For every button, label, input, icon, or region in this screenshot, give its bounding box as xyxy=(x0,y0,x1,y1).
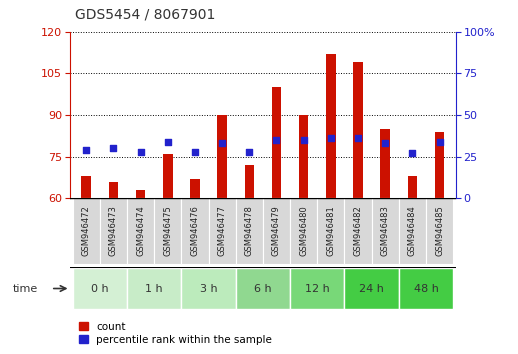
Text: GSM946472: GSM946472 xyxy=(82,206,91,256)
Bar xyxy=(408,176,417,198)
Point xyxy=(299,137,308,143)
Point xyxy=(381,141,390,146)
Bar xyxy=(344,268,399,309)
Bar xyxy=(218,115,227,198)
Point xyxy=(354,136,362,141)
Text: GSM946473: GSM946473 xyxy=(109,206,118,256)
Bar xyxy=(435,132,444,198)
Text: GSM946484: GSM946484 xyxy=(408,206,417,256)
Bar xyxy=(263,198,290,264)
Bar xyxy=(181,198,209,264)
Bar xyxy=(236,198,263,264)
Bar xyxy=(326,54,336,198)
Legend: count, percentile rank within the sample: count, percentile rank within the sample xyxy=(75,317,276,349)
Text: GSM946474: GSM946474 xyxy=(136,206,145,256)
Bar xyxy=(290,268,344,309)
Bar xyxy=(344,198,371,264)
Bar xyxy=(236,268,290,309)
Text: 48 h: 48 h xyxy=(413,284,438,293)
Bar xyxy=(399,198,426,264)
Bar xyxy=(190,179,200,198)
Bar xyxy=(371,198,399,264)
Bar xyxy=(209,198,236,264)
Bar xyxy=(272,87,281,198)
Bar xyxy=(163,154,172,198)
Text: GSM946475: GSM946475 xyxy=(163,206,172,256)
Point xyxy=(218,141,226,146)
Point xyxy=(408,150,416,156)
Point xyxy=(245,149,253,154)
Text: GSM946477: GSM946477 xyxy=(218,206,226,256)
Text: GSM946479: GSM946479 xyxy=(272,206,281,256)
Point xyxy=(272,137,281,143)
Point xyxy=(164,139,172,144)
Text: GSM946482: GSM946482 xyxy=(353,206,363,256)
Bar xyxy=(181,268,236,309)
Point xyxy=(327,136,335,141)
Text: 1 h: 1 h xyxy=(146,284,163,293)
Bar xyxy=(100,198,127,264)
Bar xyxy=(380,129,390,198)
Point xyxy=(109,145,118,151)
Text: 0 h: 0 h xyxy=(91,284,109,293)
Text: 24 h: 24 h xyxy=(359,284,384,293)
Point xyxy=(82,147,90,153)
Text: time: time xyxy=(13,284,38,293)
Bar xyxy=(127,268,181,309)
Bar xyxy=(81,176,91,198)
Text: 3 h: 3 h xyxy=(200,284,218,293)
Text: GSM946481: GSM946481 xyxy=(326,206,335,256)
Text: 6 h: 6 h xyxy=(254,284,272,293)
Bar xyxy=(353,62,363,198)
Text: GSM946485: GSM946485 xyxy=(435,206,444,256)
Bar xyxy=(109,182,118,198)
Text: GDS5454 / 8067901: GDS5454 / 8067901 xyxy=(75,7,215,21)
Point xyxy=(436,139,444,144)
Text: GSM946476: GSM946476 xyxy=(191,206,199,256)
Bar xyxy=(73,198,100,264)
Bar xyxy=(136,190,146,198)
Bar xyxy=(399,268,453,309)
Bar xyxy=(73,268,127,309)
Bar xyxy=(426,198,453,264)
Bar xyxy=(290,198,317,264)
Bar xyxy=(299,115,308,198)
Text: GSM946478: GSM946478 xyxy=(245,206,254,256)
Bar xyxy=(244,165,254,198)
Text: 12 h: 12 h xyxy=(305,284,329,293)
Bar xyxy=(154,198,181,264)
Bar xyxy=(127,198,154,264)
Point xyxy=(136,149,145,154)
Point xyxy=(191,149,199,154)
Text: GSM946483: GSM946483 xyxy=(381,206,390,256)
Bar xyxy=(317,198,344,264)
Text: GSM946480: GSM946480 xyxy=(299,206,308,256)
